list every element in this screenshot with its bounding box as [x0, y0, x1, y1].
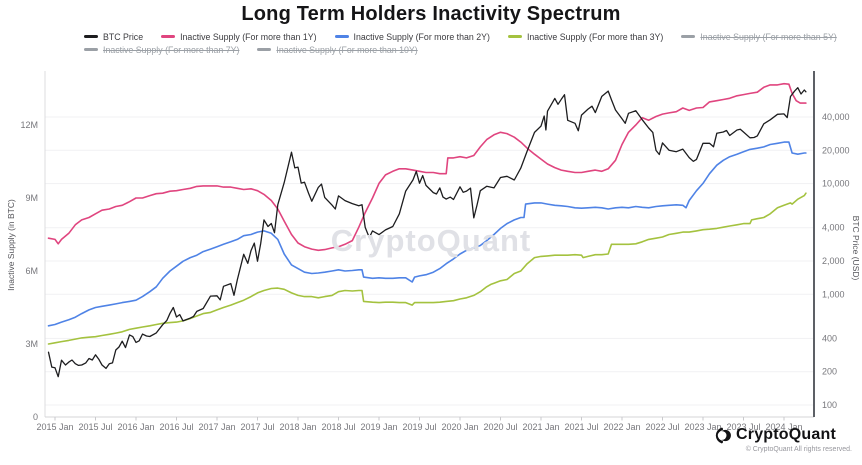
series-line-inactive-supply-for-more-than-3y — [47, 192, 807, 345]
x-tick-2019-Jul: 2019 Jul — [402, 422, 436, 432]
x-tick-2020-Jan: 2020 Jan — [441, 422, 478, 432]
legend-swatch — [257, 48, 272, 51]
legend-item-7[interactable]: Inactive Supply (For more than 10Y) — [257, 44, 418, 55]
branding-copyright: © CryptoQuant All rights reserved. — [745, 446, 852, 453]
y-right-tick-40,000: 40,000 — [822, 112, 850, 122]
legend-item-3[interactable]: Inactive Supply (For more than 2Y) — [334, 31, 490, 42]
x-tick-2021-Jul: 2021 Jul — [564, 422, 598, 432]
legend-label: Inactive Supply (For more than 2Y) — [353, 31, 490, 42]
legend-label: Inactive Supply (For more than 10Y) — [276, 44, 418, 55]
legend-item-1[interactable]: BTC Price — [84, 32, 143, 42]
legend-row-2: Inactive Supply (For more than 7Y) Inacti… — [84, 43, 862, 56]
x-tick-2018-Jan: 2018 Jan — [279, 422, 316, 432]
gridlines — [45, 116, 814, 406]
branding-row: CryptoQuant — [714, 426, 836, 444]
x-tick-2017-Jan: 2017 Jan — [198, 422, 235, 432]
y-left-tick-9M: 9M — [25, 193, 38, 203]
x-tick-2015-Jul: 2015 Jul — [78, 422, 112, 432]
cryptoquant-logo-icon — [714, 427, 731, 444]
legend-label: Inactive Supply (For more than 7Y) — [103, 44, 240, 55]
legend-label: Inactive Supply (For more than 1Y) — [180, 31, 317, 42]
series-line-inactive-supply-for-more-than-2y — [47, 141, 807, 327]
legend: BTC Price Inactive Supply (For more than … — [84, 30, 862, 56]
legend-item-4[interactable]: Inactive Supply (For more than 3Y) — [507, 31, 664, 42]
y-right-tick-1,000: 1,000 — [822, 289, 845, 299]
legend-swatch — [84, 35, 98, 38]
legend-label: BTC Price — [103, 31, 144, 42]
x-tick-2022-Jul: 2022 Jul — [645, 422, 679, 432]
y-right-tick-400: 400 — [822, 333, 837, 343]
y-left-tick-0: 0 — [33, 412, 38, 422]
y-right-tick-4,000: 4,000 — [822, 223, 845, 233]
chart-title: Long Term Holders Inactivity Spectrum — [241, 3, 621, 25]
y-axis-right-title: BTC Price (USD) — [851, 216, 861, 281]
legend-row-1: BTC Price Inactive Supply (For more than … — [84, 30, 862, 43]
legend-swatch — [681, 35, 696, 38]
x-tick-2023-Jan: 2023 Jan — [684, 422, 721, 432]
x-tick-2023-Jul: 2023 Jul — [726, 422, 760, 432]
y-left-tick-6M: 6M — [25, 266, 38, 276]
legend-swatch — [334, 35, 349, 38]
x-tick-2024-Jan: 2024 Jan — [765, 422, 802, 432]
y-right-tick-200: 200 — [822, 367, 837, 377]
x-tick-2016-Jul: 2016 Jul — [159, 422, 193, 432]
x-tick-2015-Jan: 2015 Jan — [36, 422, 73, 432]
x-tick-2019-Jan: 2019 Jan — [360, 422, 397, 432]
y-right-tick-100: 100 — [822, 400, 837, 410]
branding-block: CryptoQuant © CryptoQuant All rights res… — [714, 426, 852, 453]
branding-name: CryptoQuant — [736, 426, 836, 443]
y-right-tick-2,000: 2,000 — [822, 256, 845, 266]
legend-item-2[interactable]: Inactive Supply (For more than 1Y) — [161, 31, 317, 42]
y-left-tick-3M: 3M — [25, 339, 38, 349]
legend-label: Inactive Supply (For more than 5Y) — [700, 31, 837, 42]
x-tick-2018-Jul: 2018 Jul — [321, 422, 355, 432]
x-tick-2017-Jul: 2017 Jul — [240, 422, 274, 432]
watermark: CryptoQuant — [330, 223, 532, 258]
tick-labels: 0 3M 6M 9M 12M 100 200 400 1,000 2,000 4,000 10,000… — [20, 112, 849, 432]
y-right-tick-10,000: 10,000 — [822, 179, 850, 189]
legend-item-5[interactable]: Inactive Supply (For more than 5Y) — [681, 31, 837, 42]
legend-swatch — [161, 35, 176, 38]
series-lines — [47, 82, 807, 378]
x-tick-2020-Jul: 2020 Jul — [483, 422, 517, 432]
y-left-tick-12M: 12M — [20, 120, 38, 130]
x-tick-2021-Jan: 2021 Jan — [522, 422, 559, 432]
x-tick-2022-Jan: 2022 Jan — [603, 422, 640, 432]
series-line-btc-price — [47, 87, 807, 378]
y-right-tick-20,000: 20,000 — [822, 145, 850, 155]
legend-item-6[interactable]: Inactive Supply (For more than 7Y) — [84, 45, 239, 55]
legend-label: Inactive Supply (For more than 3Y) — [526, 31, 664, 42]
series-line-inactive-supply-for-more-than-1y — [47, 82, 807, 252]
x-tick-2016-Jan: 2016 Jan — [117, 422, 154, 432]
legend-swatch — [507, 35, 522, 38]
legend-swatch — [84, 48, 98, 51]
axes — [44, 71, 815, 421]
y-axis-left-title: Inactive Supply (in BTC) — [6, 199, 16, 291]
